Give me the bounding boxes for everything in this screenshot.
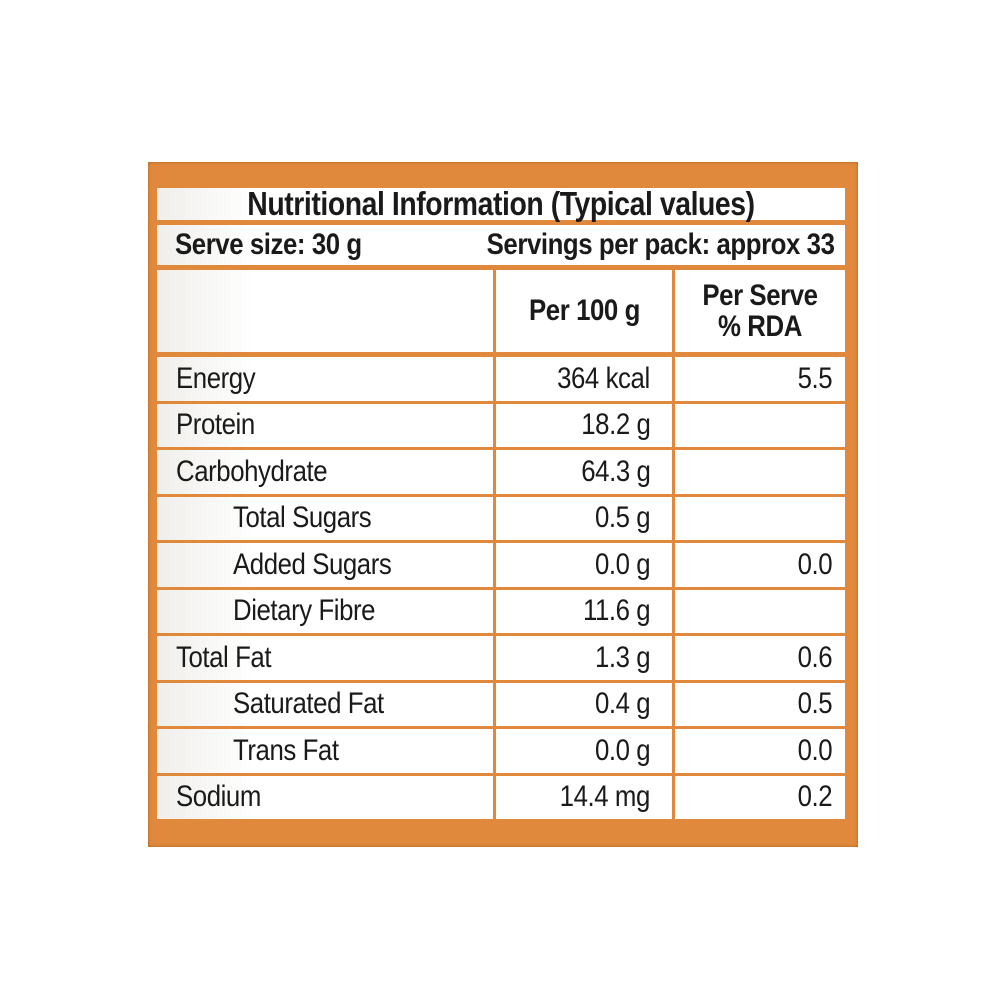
nutrient-name: Carbohydrate [176,454,328,488]
per-100g-value: 1.3 g [594,640,651,674]
nutrient-name: Sodium [176,780,261,814]
rda-value: 0.2 [797,780,832,814]
per-100g-value-cell: 0.4 g [493,682,672,726]
rda-value-cell: 0.2 [672,775,845,819]
per-100g-value-cell: 64.3 g [493,450,672,494]
nutrient-name: Dietary Fibre [233,594,376,628]
nutrient-name-cell: Saturated Fat [157,683,493,727]
rda-value: 0.5 [797,687,832,721]
nutrient-name-cell: Carbohydrate [157,450,493,494]
rda-value-cell: 0.5 [672,682,845,726]
column-header-row: Per 100 g Per Serve % RDA [157,270,845,357]
table-row: Trans Fat 0.0 g 0.0 [157,729,845,776]
nutrient-name-cell: Energy [157,357,493,401]
rda-value: 5.5 [797,361,832,395]
nutrient-name-cell: Sodium [157,776,493,820]
per-100g-value: 18.2 g [580,408,651,442]
table-row: Total Fat 1.3 g 0.6 [157,636,845,683]
per-serve-header-line2: % RDA [718,310,802,343]
per-100g-value-cell: 18.2 g [493,403,672,447]
per-100g-value-cell: 11.6 g [493,589,672,633]
nutrient-name-cell: Protein [157,404,493,448]
nutrient-name-cell: Total Sugars [157,497,493,541]
rda-value-cell: 0.0 [672,729,845,773]
table-row: Energy 364 kcal 5.5 [157,357,845,404]
rda-value-cell: 0.0 [672,543,845,587]
per-serve-rda-header-label: Per Serve % RDA [702,278,818,343]
serve-size-text: Serve size: 30 g [175,228,362,261]
label-title-row: Nutritional Information (Typical values) [157,185,845,225]
rda-value-cell: 0.6 [672,636,845,680]
serve-row: Serve size: 30 g Servings per pack: appr… [157,225,845,270]
per-100g-value: 0.0 g [594,733,651,767]
nutrient-name: Added Sugars [233,547,392,581]
per-100g-value: 14.4 mg [559,780,651,814]
rda-value: 0.0 [797,547,832,581]
servings-per-pack-text: Servings per pack: approx 33 [487,228,835,261]
per-100g-value-cell: 0.0 g [493,543,672,587]
per-serve-header-line1: Per Serve [702,278,818,312]
per-100g-value-cell: 14.4 mg [493,775,672,819]
nutrient-name: Trans Fat [233,733,339,767]
table-row: Protein 18.2 g [157,403,845,450]
nutrient-name: Saturated Fat [233,687,384,721]
per-100g-value: 0.4 g [594,687,651,721]
per-100g-value: 0.0 g [594,547,651,581]
column-header-per-100g: Per 100 g [493,270,672,352]
label-title: Nutritional Information (Typical values) [247,185,755,222]
rda-value: 0.0 [797,733,832,767]
table-row: Sodium 14.4 mg 0.2 [157,775,845,820]
rda-value-cell: 5.5 [672,357,845,401]
per-100g-value-cell: 0.0 g [493,729,672,773]
column-header-blank [157,270,493,352]
nutrient-name-cell: Dietary Fibre [157,590,493,634]
nutrient-name-cell: Added Sugars [157,543,493,587]
nutrition-label: Nutritional Information (Typical values)… [148,162,858,847]
nutrient-name: Total Sugars [233,501,372,535]
per-100g-value: 11.6 g [582,594,651,628]
column-header-per-serve-rda: Per Serve % RDA [672,270,845,352]
label-inner: Nutritional Information (Typical values)… [157,185,845,819]
rda-value: 0.6 [797,640,832,674]
nutrient-name: Protein [176,408,255,442]
rda-value-cell [672,403,845,447]
nutrient-name-cell: Total Fat [157,636,493,680]
table-row: Total Sugars 0.5 g [157,496,845,543]
table-row: Saturated Fat 0.4 g 0.5 [157,682,845,729]
per-100g-value-cell: 1.3 g [493,636,672,680]
per-100g-value-cell: 364 kcal [493,357,672,401]
rda-value-cell [672,496,845,540]
per-100g-value-cell: 0.5 g [493,496,672,540]
per-100g-header-label: Per 100 g [528,294,640,327]
table-row: Dietary Fibre 11.6 g [157,589,845,636]
per-100g-value: 364 kcal [557,361,650,395]
per-100g-value: 0.5 g [594,501,651,535]
nutrient-name: Energy [176,361,256,395]
table-row: Added Sugars 0.0 g 0.0 [157,543,845,590]
per-100g-value: 64.3 g [580,454,651,488]
nutrient-name-cell: Trans Fat [157,729,493,773]
table-row: Carbohydrate 64.3 g [157,450,845,497]
rda-value-cell [672,589,845,633]
rda-value-cell [672,450,845,494]
nutrient-name: Total Fat [176,640,272,674]
nutrient-rows: Energy 364 kcal 5.5 Protein 18.2 g Carbo… [157,357,845,819]
